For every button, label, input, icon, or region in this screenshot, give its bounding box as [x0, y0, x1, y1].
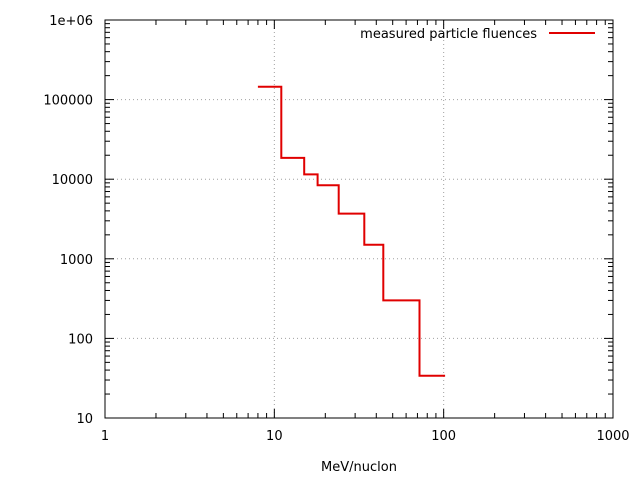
x-tick-label: 1	[101, 429, 109, 444]
legend: measured particle fluences	[360, 27, 595, 42]
y-tick-label: 100	[68, 332, 93, 347]
x-tick-label: 10	[266, 429, 283, 444]
y-tick-label: 10000	[52, 173, 93, 188]
plot-frame	[104, 19, 614, 419]
y-tick-label: 1000	[60, 253, 93, 268]
series	[257, 85, 446, 377]
legend-label: measured particle fluences	[360, 27, 537, 42]
x-tick-label: 100	[431, 429, 456, 444]
x-tick-label: 1000	[596, 429, 629, 444]
y-tick-label: 10	[76, 412, 93, 427]
series-line-0	[257, 85, 446, 377]
y-tick-label: 1e+06	[49, 14, 93, 29]
tick-labels: 1 10 100 1000 10 100 1000 10000 100000 1e+06	[43, 14, 629, 444]
y-tick-label: 100000	[43, 94, 93, 109]
axis-ticks	[104, 19, 614, 419]
grid	[105, 20, 613, 418]
x-axis-label: MeV/nuclon	[321, 460, 397, 475]
